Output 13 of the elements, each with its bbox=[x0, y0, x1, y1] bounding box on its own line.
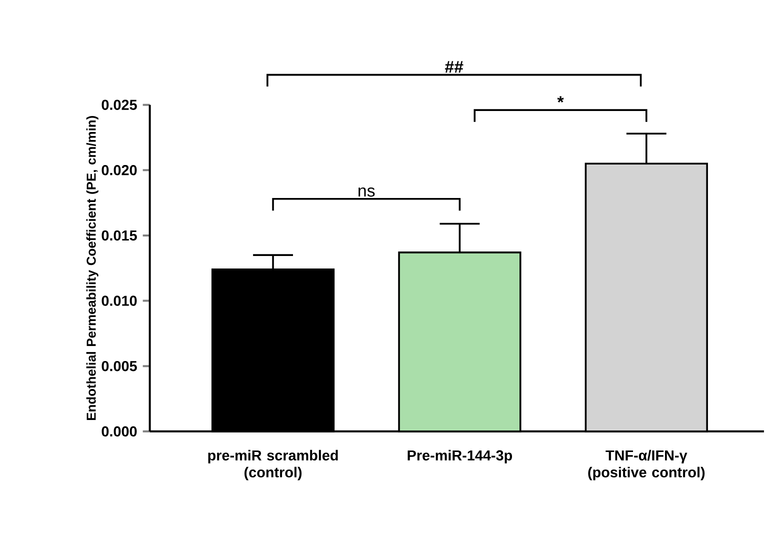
y-tick-label: 0.015 bbox=[102, 230, 137, 240]
y-axis-title: Endothelial Permeability Coefficient (PE, cm/min) bbox=[86, 116, 98, 420]
y-tick-label: 0.010 bbox=[102, 296, 137, 306]
x-tick-label: TNF-α/IFN-γ (positive control) bbox=[588, 450, 705, 480]
y-tick-label: 0.005 bbox=[102, 360, 137, 372]
x-tick-label: Pre-miR-144-3p bbox=[408, 450, 512, 464]
text: * bbox=[557, 96, 564, 102]
annotation: ns bbox=[358, 187, 375, 197]
x-tick-label: pre-miR scrambled (control) bbox=[208, 450, 338, 480]
y-tick-label: 0.020 bbox=[102, 164, 137, 176]
text: ## bbox=[444, 60, 464, 72]
y-tick-label: 0.000 bbox=[102, 426, 137, 436]
y-tick-label: 0.025 bbox=[102, 100, 137, 110]
